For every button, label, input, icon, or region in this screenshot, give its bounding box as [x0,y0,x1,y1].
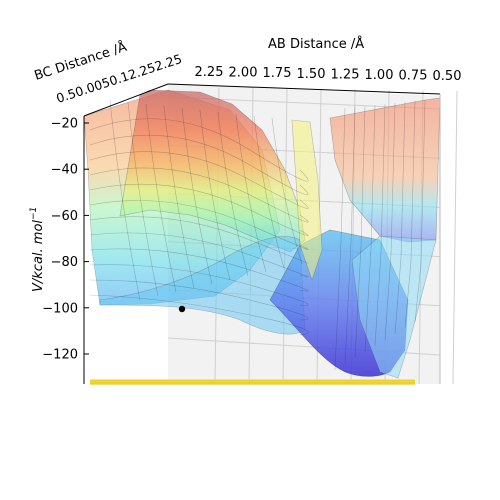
mesh-line [89,134,309,196]
mesh-line [374,103,386,347]
x-axis-label: AB Distance /Å [268,36,364,52]
z-tick-label: −40 [51,163,78,178]
mesh-line [344,106,356,365]
mesh-line [271,117,303,265]
x-tick-label: 1.25 [331,67,360,82]
mesh-line [89,118,309,182]
x-tick-label: 0.50 [433,69,462,84]
surface-mesh [89,99,426,371]
x-tick-label: 1.75 [263,66,292,81]
mesh-line [404,100,416,329]
mesh-line [89,216,309,264]
x-axis-ticks: 2.25 2.00 1.75 1.50 1.25 1.00 0.75 0.50 [195,65,462,84]
mesh-line [181,107,213,285]
mesh-line [364,104,376,353]
mesh-line [235,113,267,273]
mesh-line [253,115,285,269]
z-axis-ticks: −20 −40 −60 −80 −100 −120 [42,117,89,363]
mesh-line [109,99,141,301]
x-tick-label: 2.00 [229,66,258,81]
back-left-edge [83,83,169,117]
mesh-line [89,279,309,321]
mesh-line [89,183,309,236]
z-tick-label: −20 [51,117,78,132]
mesh-line [89,248,309,292]
mesh-line [89,232,309,278]
mesh-line [163,105,195,289]
mesh-line [384,102,396,341]
z-tick-label: −60 [51,209,78,224]
mesh-line [127,101,159,297]
position-marker [178,305,186,313]
mesh-line [394,101,406,335]
x-tick-label: 1.00 [365,68,394,83]
x-gridline [452,90,458,385]
mesh-line [414,99,426,323]
z-axis-label-exponent: −1 [29,207,39,220]
z-axis-label-main: V/kcal. mol [31,220,46,292]
mesh-line [354,105,366,359]
x-tick-label: 2.25 [195,65,224,80]
mesh-line [89,151,309,209]
mesh-line [89,264,309,306]
x-tick-label: 0.75 [399,69,428,84]
mesh-line [199,109,231,281]
mesh-line [89,294,309,336]
back-top-edge [167,83,441,95]
contour-projection [90,379,415,385]
mesh-line [145,103,177,293]
x-tick-label: 1.50 [297,67,326,82]
mesh-line [89,200,309,250]
mesh-line [89,167,309,223]
z-tick-label: −100 [42,301,78,316]
surface-right-channel [351,235,437,379]
z-tick-label: −80 [51,255,78,270]
mesh-line [334,107,346,371]
surface-ridge [291,119,323,281]
z-axis-label: V/kcal. mol−1 [29,207,46,292]
z-tick-label: −120 [42,348,78,363]
mesh-line [217,111,249,277]
